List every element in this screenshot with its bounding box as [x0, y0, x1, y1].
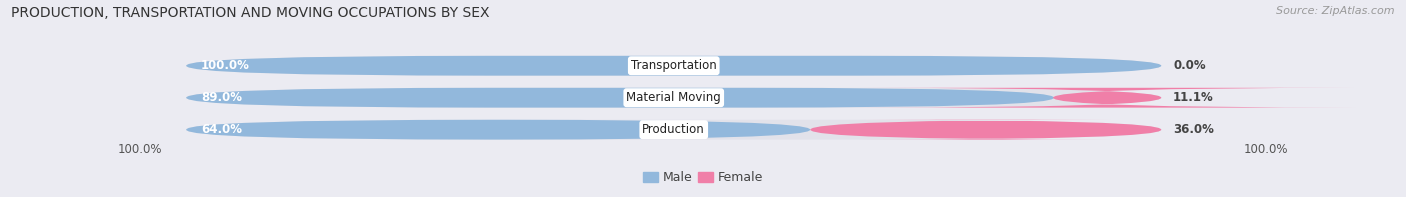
Text: 64.0%: 64.0% [201, 123, 242, 136]
FancyBboxPatch shape [186, 56, 1161, 76]
FancyBboxPatch shape [859, 88, 1355, 108]
FancyBboxPatch shape [186, 88, 1054, 108]
FancyBboxPatch shape [186, 120, 1161, 140]
FancyBboxPatch shape [186, 88, 1161, 108]
Text: 36.0%: 36.0% [1173, 123, 1213, 136]
Text: 100.0%: 100.0% [1243, 143, 1288, 156]
Text: Source: ZipAtlas.com: Source: ZipAtlas.com [1277, 6, 1395, 16]
Text: 100.0%: 100.0% [118, 143, 163, 156]
Text: Production: Production [643, 123, 706, 136]
FancyBboxPatch shape [186, 56, 1161, 76]
Text: 100.0%: 100.0% [201, 59, 250, 72]
Legend: Male, Female: Male, Female [638, 166, 768, 189]
Text: Transportation: Transportation [631, 59, 717, 72]
Text: 89.0%: 89.0% [201, 91, 242, 104]
Text: 11.1%: 11.1% [1173, 91, 1213, 104]
Text: PRODUCTION, TRANSPORTATION AND MOVING OCCUPATIONS BY SEX: PRODUCTION, TRANSPORTATION AND MOVING OC… [11, 6, 489, 20]
FancyBboxPatch shape [186, 120, 810, 140]
FancyBboxPatch shape [810, 120, 1161, 140]
Text: 0.0%: 0.0% [1173, 59, 1205, 72]
Text: Material Moving: Material Moving [626, 91, 721, 104]
